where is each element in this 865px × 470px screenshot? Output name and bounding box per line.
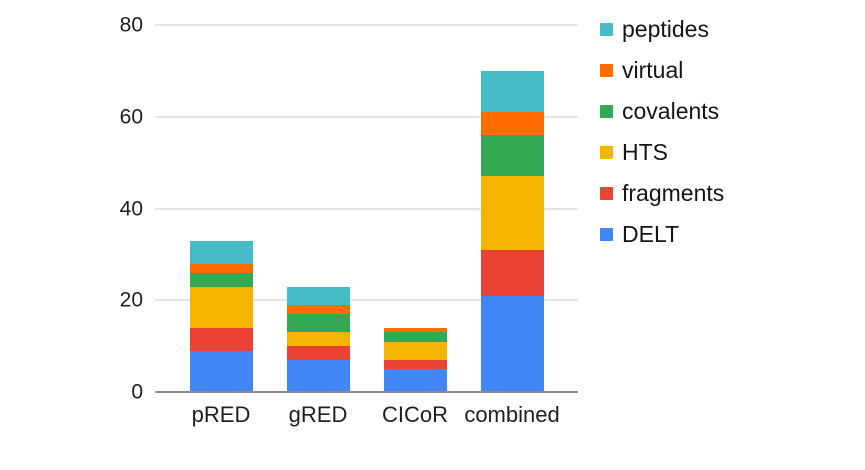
- bar-pRED: [189, 25, 253, 392]
- legend-swatch-DELT: [600, 227, 613, 241]
- bar-segment-gRED-fragments: [286, 346, 350, 360]
- legend-swatch-HTS: [600, 145, 613, 159]
- x-axis-label-CICoR: CICoR: [382, 402, 449, 427]
- y-axis: 0 20 40 60 80: [0, 15, 143, 403]
- bar-segment-gRED-DELT: [286, 359, 350, 392]
- bar-segment-combined-virtual: [480, 112, 544, 136]
- legend-item-DELT: DELT: [600, 222, 724, 246]
- bar-segment-gRED-HTS: [286, 332, 350, 347]
- legend-swatch-fragments: [600, 186, 613, 200]
- legend-label-covalents: covalents: [622, 97, 720, 124]
- x-axis-label-pRED: pRED: [191, 402, 251, 427]
- gridline-60: [155, 115, 578, 118]
- bar-segment-gRED-covalents: [286, 314, 350, 333]
- bar-segment-pRED-fragments: [189, 327, 253, 351]
- legend-item-virtual: virtual: [600, 58, 724, 82]
- y-axis-label-0: 0: [131, 380, 143, 404]
- y-axis-label-80: 80: [119, 13, 143, 37]
- bar-segment-pRED-virtual: [189, 263, 253, 273]
- bar-combined: [480, 25, 544, 392]
- bar-CICoR: [383, 25, 447, 392]
- x-axis-baseline: [155, 391, 578, 393]
- x-axis-label-combined: combined: [464, 402, 560, 427]
- legend-swatch-peptides: [600, 22, 613, 36]
- bar-segment-CICoR-fragments: [383, 359, 447, 370]
- legend-label-peptides: peptides: [622, 15, 709, 42]
- bar-gRED: [286, 25, 350, 392]
- bar-segment-pRED-peptides: [189, 240, 253, 264]
- bars-group: [155, 25, 578, 392]
- plot-area: [155, 24, 578, 393]
- y-axis-label-20: 20: [119, 288, 143, 312]
- bar-segment-combined-DELT: [480, 295, 544, 392]
- y-axis-label-40: 40: [119, 197, 143, 220]
- gridline-20: [155, 299, 578, 302]
- bar-segment-combined-HTS: [480, 176, 544, 250]
- legend-item-peptides: peptides: [600, 17, 724, 41]
- bar-segment-gRED-peptides: [286, 286, 350, 305]
- legend: peptides virtual covalents HTS fragments DELT: [600, 17, 724, 263]
- legend-label-HTS: HTS: [622, 138, 668, 165]
- y-axis-label-60: 60: [119, 105, 143, 129]
- legend-label-virtual: virtual: [622, 56, 684, 83]
- legend-item-fragments: fragments: [600, 181, 724, 205]
- legend-label-DELT: DELT: [622, 220, 680, 247]
- bar-segment-combined-fragments: [480, 249, 544, 296]
- x-axis-label-gRED: gRED: [288, 402, 348, 427]
- legend-item-covalents: covalents: [600, 99, 724, 123]
- legend-label-fragments: fragments: [622, 179, 725, 206]
- bar-segment-CICoR-HTS: [383, 341, 447, 360]
- bar-segment-CICoR-covalents: [383, 332, 447, 342]
- bar-segment-gRED-virtual: [286, 304, 350, 315]
- gridline-40: [155, 207, 578, 210]
- bar-segment-combined-covalents: [480, 135, 544, 177]
- legend-swatch-virtual: [600, 63, 613, 77]
- bar-segment-pRED-DELT: [189, 350, 253, 392]
- legend-swatch-covalents: [600, 104, 613, 118]
- legend-item-HTS: HTS: [600, 140, 724, 164]
- bar-segment-CICoR-virtual: [383, 327, 447, 333]
- bar-segment-pRED-covalents: [189, 272, 253, 287]
- x-axis: pRED gRED CICoR combined: [155, 402, 578, 428]
- bar-segment-CICoR-DELT: [383, 369, 447, 392]
- bar-segment-pRED-HTS: [189, 286, 253, 328]
- gridline-80: [155, 24, 578, 26]
- bar-segment-combined-peptides: [480, 70, 544, 113]
